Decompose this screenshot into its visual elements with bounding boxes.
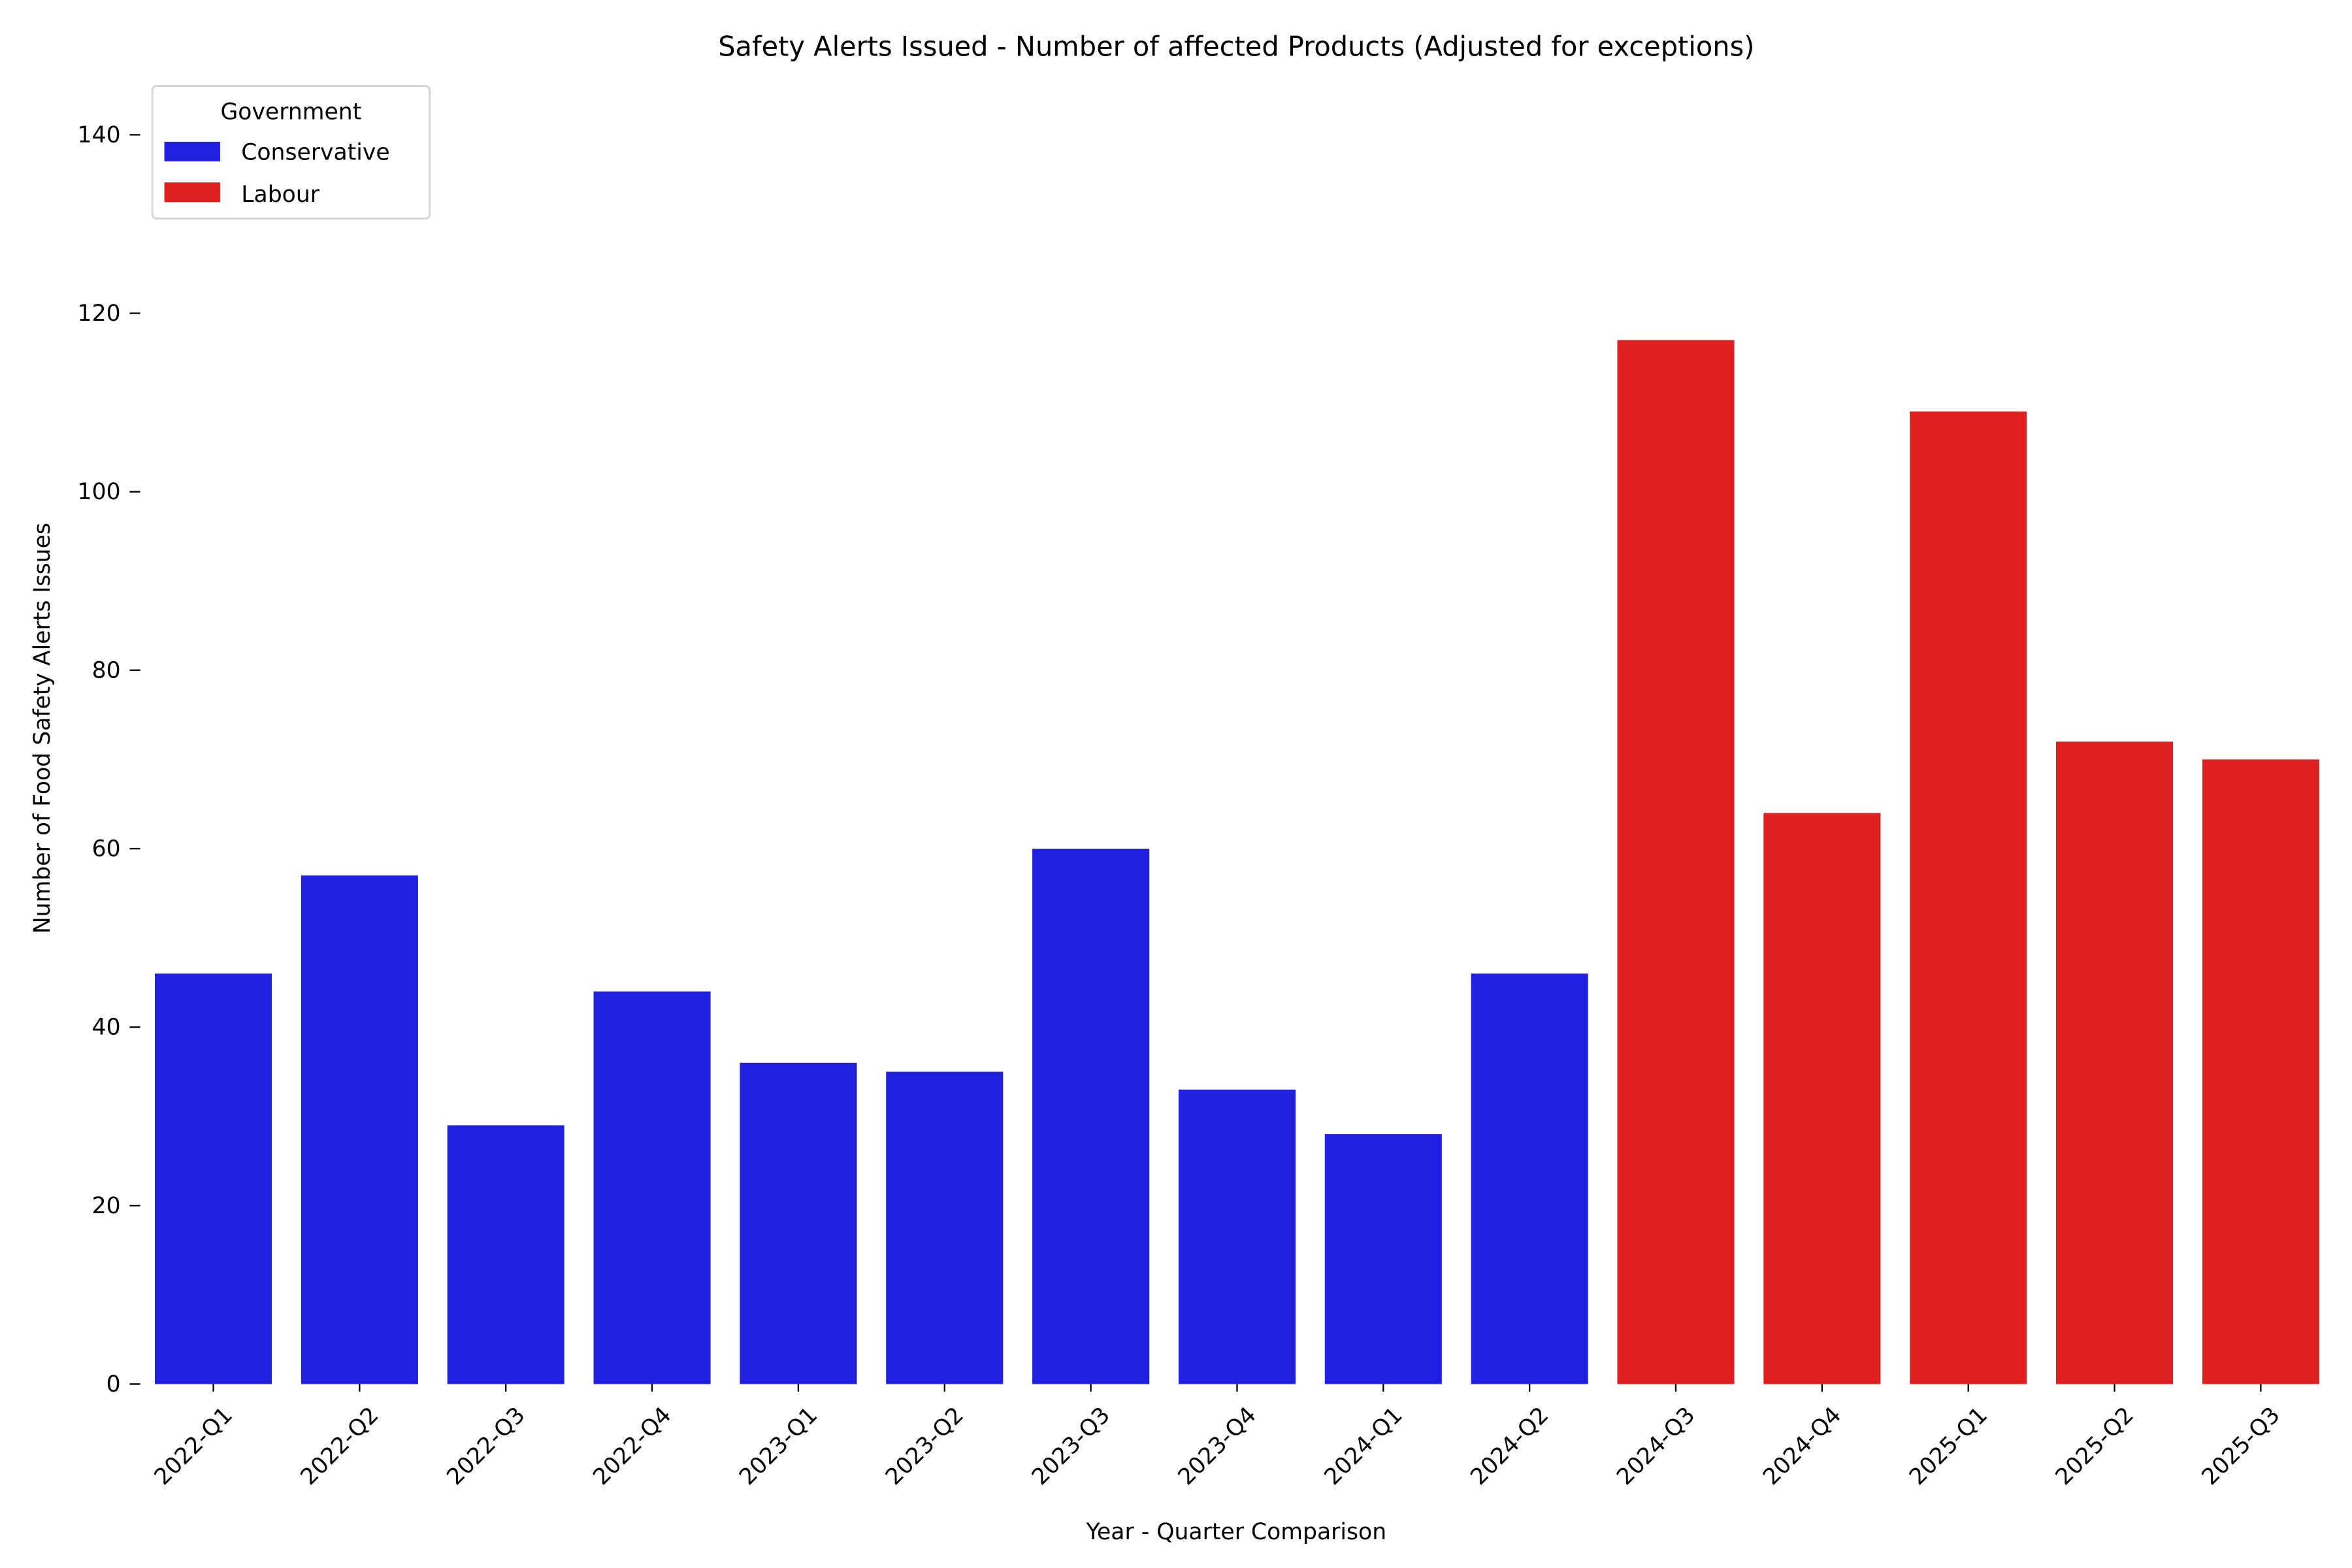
bar-2023-Q1: [740, 1062, 857, 1384]
legend-swatch-labour: [164, 182, 220, 203]
bar-2024-Q3: [1617, 340, 1735, 1384]
bars-group: [155, 340, 2319, 1384]
x-tick-label: 2024-Q1: [1320, 1402, 1408, 1490]
y-tick-label: 140: [78, 122, 121, 148]
legend-frame: [151, 85, 431, 220]
x-tick-label: 2025-Q3: [2197, 1402, 2285, 1490]
x-tick-label: 2023-Q4: [1173, 1402, 1262, 1490]
y-tick-label: 20: [92, 1193, 121, 1219]
x-tick-label: 2022-Q1: [150, 1402, 238, 1490]
bar-2022-Q2: [301, 875, 418, 1384]
chart-title: Safety Alerts Issued - Number of affecte…: [718, 30, 1754, 62]
bar-2024-Q2: [1471, 973, 1588, 1384]
legend-swatch-conservative: [164, 141, 220, 161]
x-tick-label: 2023-Q3: [1027, 1402, 1115, 1490]
legend: Government Conservative Labour: [151, 85, 431, 220]
x-tick-label: 2025-Q1: [1904, 1402, 1993, 1490]
bar-2022-Q1: [155, 973, 272, 1384]
bar-2024-Q1: [1324, 1134, 1442, 1384]
y-tick-label: 60: [92, 836, 121, 862]
x-tick-label: 2023-Q1: [734, 1402, 823, 1490]
x-tick-label: 2023-Q2: [881, 1402, 969, 1490]
bar-2023-Q3: [1032, 848, 1150, 1384]
y-axis-label: Number of Food Safety Alerts Issues: [29, 523, 56, 934]
legend-label-labour: Labour: [241, 182, 320, 208]
y-tick-label: 80: [92, 657, 121, 683]
legend-title: Government: [220, 99, 361, 125]
x-axis-label: Year - Quarter Comparison: [1085, 1519, 1386, 1545]
y-tick-label: 0: [106, 1371, 121, 1397]
y-tick-label: 100: [78, 479, 121, 505]
bar-2023-Q4: [1178, 1089, 1296, 1384]
bar-2022-Q4: [593, 991, 711, 1384]
bar-2025-Q1: [1910, 411, 2027, 1384]
bar-2025-Q3: [2202, 759, 2319, 1384]
x-tick-label: 2024-Q2: [1465, 1402, 1554, 1490]
bar-2025-Q2: [2056, 742, 2174, 1384]
x-tick-label: 2022-Q2: [296, 1402, 384, 1490]
x-tick-label: 2022-Q4: [588, 1402, 676, 1490]
x-tick-label: 2025-Q2: [2051, 1402, 2139, 1490]
bar-2023-Q2: [886, 1071, 1004, 1384]
x-tick-label: 2022-Q3: [442, 1402, 530, 1490]
y-ticks: 0 20 40 60 80 100 120 140: [78, 122, 140, 1397]
x-tick-label: 2024-Q4: [1758, 1402, 1846, 1490]
y-tick-label: 40: [92, 1015, 121, 1041]
x-tick-label: 2024-Q3: [1612, 1402, 1700, 1490]
bar-2024-Q4: [1763, 813, 1881, 1384]
bar-2022-Q3: [447, 1125, 564, 1384]
y-tick-label: 120: [78, 301, 121, 327]
legend-label-conservative: Conservative: [241, 140, 389, 166]
x-ticks: 2022-Q1 2022-Q2 2022-Q3 2022-Q4 2023-Q1 2023-…: [150, 1384, 2285, 1490]
